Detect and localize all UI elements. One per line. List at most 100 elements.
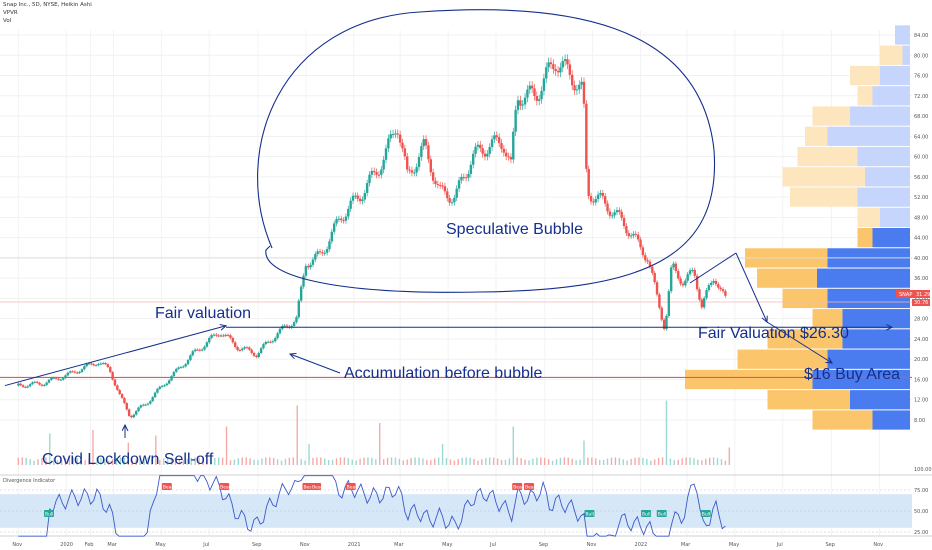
candle-body	[443, 186, 447, 192]
volume-bar	[701, 460, 703, 465]
candle-body	[391, 134, 395, 136]
volume-bar	[697, 459, 699, 465]
candle-body	[403, 148, 407, 157]
candle-body	[45, 382, 48, 385]
candle-body	[561, 61, 564, 68]
volume-bar	[555, 459, 558, 465]
candle-body	[615, 210, 619, 213]
candle-body	[26, 386, 29, 388]
candle-body	[40, 384, 44, 386]
volume-bar	[379, 423, 381, 465]
candle-body	[540, 90, 543, 100]
candle-body	[363, 193, 367, 200]
candle-body	[132, 414, 136, 418]
candle-body	[118, 390, 121, 395]
candle-body	[627, 233, 630, 237]
volume-bar	[508, 458, 511, 465]
candle-body	[344, 216, 348, 221]
candle-body	[521, 104, 524, 106]
candle-body	[146, 403, 150, 405]
candle-body	[538, 99, 541, 101]
candle-body	[488, 147, 491, 154]
volume-bar	[253, 459, 255, 465]
volume-bar	[583, 440, 585, 465]
y-tick-label: 60.00	[914, 155, 928, 161]
candle-body	[179, 367, 183, 369]
candle-body	[28, 384, 32, 387]
candle-body	[608, 211, 612, 216]
candle-body	[215, 334, 218, 336]
x-tick-label: Jul	[776, 542, 783, 548]
candle-body	[208, 337, 211, 343]
candle-body	[542, 78, 546, 91]
price-badge: SNAP 31.29 30.76	[896, 290, 930, 306]
vp-bar-up	[805, 126, 828, 146]
candle-body	[106, 364, 110, 368]
candle-body	[351, 195, 355, 201]
volume-bar	[430, 460, 432, 465]
candle-body	[464, 177, 468, 179]
y-tick-label: 36.00	[914, 276, 928, 282]
y-tick-label: 20.00	[914, 357, 928, 363]
volume-bar	[261, 458, 263, 465]
candle-body	[255, 355, 258, 357]
candle-body	[667, 291, 671, 316]
volume-bar	[496, 458, 499, 465]
candle-body	[429, 159, 432, 173]
candle-body	[330, 231, 334, 242]
candle-body	[601, 193, 605, 197]
volume-bar	[528, 460, 530, 465]
candle-body	[172, 371, 176, 377]
volume-bar	[64, 458, 67, 465]
candle-body	[304, 266, 308, 276]
vp-bar-down	[902, 45, 910, 65]
volume-bar	[638, 457, 640, 465]
bear-signal-tag	[512, 483, 523, 490]
oscillator-line	[18, 475, 726, 537]
candle-body	[632, 233, 635, 236]
candle-body	[64, 375, 67, 379]
candle-body	[104, 363, 107, 365]
volume-bar	[155, 435, 157, 465]
candle-body	[349, 200, 352, 209]
volume-bar	[143, 457, 145, 465]
volume-bar	[489, 457, 491, 465]
vp-bar-down	[812, 369, 910, 390]
volume-bar	[473, 458, 475, 465]
signal-label: Bull	[585, 512, 593, 518]
candle-body	[547, 62, 550, 68]
vp-bar-up	[857, 86, 873, 106]
candle-body	[125, 403, 128, 410]
candle-body	[134, 411, 138, 415]
volume-bar	[174, 458, 177, 465]
candle-body	[189, 355, 192, 361]
volume-bar	[245, 457, 247, 465]
candle-body	[83, 366, 86, 370]
x-tick-label: Jul	[489, 542, 496, 548]
candle-body	[401, 142, 404, 149]
volume-bar	[414, 457, 416, 465]
price-levels	[0, 257, 912, 379]
candle-body	[505, 152, 508, 157]
volume-bar	[681, 458, 683, 465]
volume-bar	[45, 457, 47, 465]
price-badge-last: 31.29	[916, 292, 930, 298]
candle-body	[629, 235, 633, 237]
candle-body	[415, 167, 418, 173]
candle-body	[241, 348, 244, 351]
candle-body	[500, 143, 503, 149]
candle-body	[677, 271, 680, 279]
volume-bar	[320, 457, 322, 465]
candle-body	[684, 280, 687, 286]
candle-body	[585, 103, 588, 169]
candle-body	[441, 185, 444, 187]
candle-body	[691, 269, 694, 271]
candle-body	[431, 172, 435, 181]
volume-bar	[551, 460, 554, 465]
vp-bar-down	[872, 410, 910, 430]
y-tick-label: 80.00	[914, 53, 928, 59]
candle-body	[170, 376, 173, 381]
candle-body	[698, 289, 701, 300]
volume-bar	[614, 457, 617, 465]
